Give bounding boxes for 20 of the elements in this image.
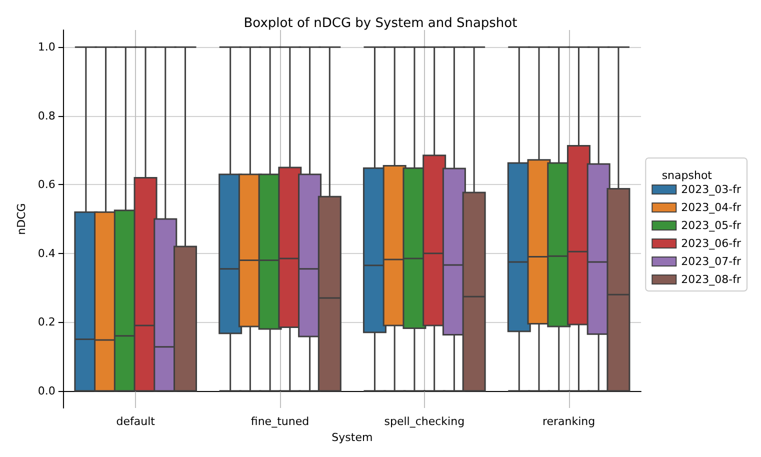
legend-label: 2023_06-fr (681, 237, 742, 250)
x-tick-label: default (116, 415, 156, 428)
legend-label: 2023_07-fr (681, 255, 742, 268)
legend-label: 2023_08-fr (681, 273, 742, 286)
legend-label: 2023_05-fr (681, 219, 742, 232)
y-tick-label: 1.0 (38, 40, 56, 54)
x-tick-label: reranking (542, 415, 596, 428)
legend-label: 2023_03-fr (681, 183, 742, 196)
x-tick-label: spell_checking (384, 415, 465, 428)
y-tick-label: 0.4 (38, 246, 56, 260)
y-tick-label: 0.0 (38, 384, 56, 398)
x-axis-title: System (332, 430, 373, 444)
y-tick-label: 0.2 (38, 316, 56, 329)
legend-title: snapshot (662, 169, 713, 182)
x-tick-label: fine_tuned (250, 415, 310, 428)
y-axis-title: nDCG (15, 203, 28, 235)
legend-label: 2023_04-fr (681, 201, 742, 214)
chart-title: Boxplot of nDCG by System and Snapshot (244, 16, 518, 31)
y-tick-label: 0.6 (38, 178, 56, 192)
y-tick-label: 0.8 (38, 109, 56, 122)
